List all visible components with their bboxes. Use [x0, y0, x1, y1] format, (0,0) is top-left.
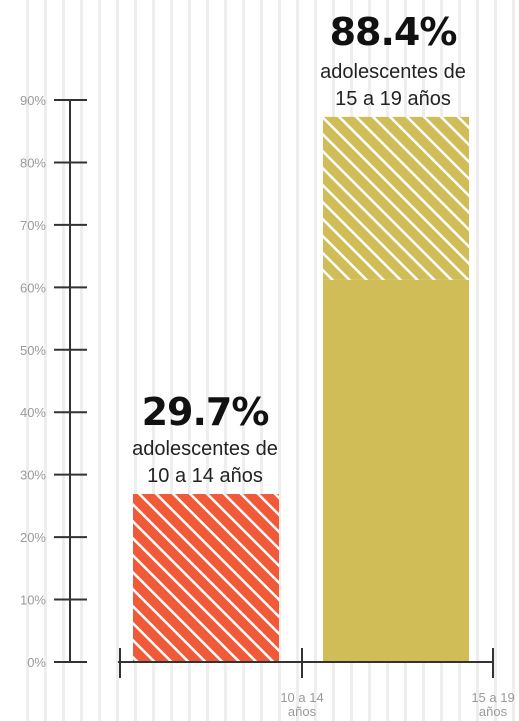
stripe: [242, 0, 245, 721]
stripe: [188, 0, 191, 721]
stripe: [260, 0, 263, 721]
annotation-text: adolescentes de: [132, 438, 278, 460]
stripe: [224, 0, 227, 721]
x-tick-label: 10 a 14: [280, 690, 323, 705]
stripe: [512, 0, 515, 721]
stripe: [170, 0, 173, 721]
stripe: [62, 0, 65, 721]
stripe: [152, 0, 155, 721]
y-tick-label: 10%: [20, 593, 46, 608]
bar-hatched-1: [323, 116, 469, 280]
stripe: [98, 0, 101, 721]
stripe: [134, 0, 137, 721]
y-tick-label: 20%: [20, 530, 46, 545]
y-tick-label: 60%: [20, 280, 46, 295]
annotation-text: 15 a 19 años: [335, 88, 451, 110]
stripe: [278, 0, 281, 721]
value-label: 29.7%: [142, 390, 269, 434]
stripe: [206, 0, 209, 721]
y-tick-label: 90%: [20, 93, 46, 108]
stripe: [476, 0, 479, 721]
y-tick-label: 0%: [27, 655, 46, 670]
x-tick-label: años: [288, 704, 317, 719]
y-tick-label: 30%: [20, 468, 46, 483]
stripe: [80, 0, 83, 721]
bar-0: [133, 494, 279, 662]
y-tick-label: 40%: [20, 405, 46, 420]
y-tick-label: 80%: [20, 155, 46, 170]
bar-solid-1: [323, 279, 469, 662]
stripe: [494, 0, 497, 721]
stripe: [44, 0, 47, 721]
stripe: [116, 0, 119, 721]
stripe: [314, 0, 317, 721]
y-tick-label: 70%: [20, 218, 46, 233]
annotation-text: adolescentes de: [320, 61, 466, 83]
x-tick-label: años: [479, 704, 508, 719]
annotation-text: 10 a 14 años: [147, 465, 263, 487]
y-tick-label: 50%: [20, 343, 46, 358]
stripe: [296, 0, 299, 721]
x-tick-label: 15 a 19: [471, 690, 514, 705]
stripe: [26, 0, 29, 721]
value-label: 88.4%: [330, 10, 457, 54]
